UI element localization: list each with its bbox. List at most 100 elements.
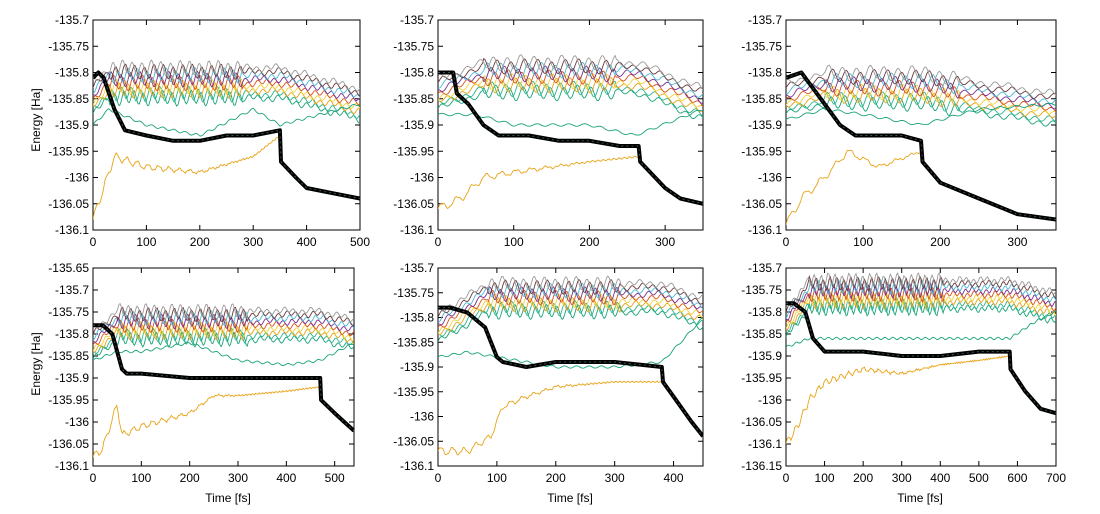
y-tick-label: -135.95 — [741, 144, 782, 158]
y-tick-label: -135.7 — [748, 13, 782, 27]
y-tick-label: -136 — [758, 393, 782, 407]
state-curve — [786, 91, 1056, 122]
y-tick-label: -136 — [758, 171, 782, 185]
plot-area — [438, 54, 703, 210]
state-curve — [786, 272, 1056, 307]
x-tick-label: 100 — [131, 471, 151, 485]
x-tick-label: 100 — [853, 235, 873, 249]
y-tick-label: -135.65 — [48, 261, 89, 275]
state-curve — [93, 74, 360, 106]
x-tick-label: 200 — [180, 471, 200, 485]
y-tick-label: -136.1 — [748, 223, 782, 237]
y-tick-label: -136.05 — [741, 197, 782, 211]
state-curve — [438, 296, 703, 335]
x-tick-label: 500 — [325, 471, 345, 485]
y-tick-label: -136.1 — [748, 437, 782, 451]
y-tick-label: -135.7 — [400, 261, 434, 275]
x-tick-label: 400 — [297, 235, 317, 249]
ground-state-curve — [438, 155, 639, 210]
state-curve — [438, 300, 703, 337]
x-tick-label: 200 — [546, 471, 566, 485]
state-curve — [93, 78, 360, 109]
plot-area — [438, 275, 703, 456]
y-tick-label: -136.15 — [741, 459, 782, 473]
state-curve — [438, 289, 703, 328]
y-tick-label: -135.85 — [741, 92, 782, 106]
y-tick-label: -136 — [65, 171, 89, 185]
state-curve — [93, 303, 354, 330]
x-tick-label: 100 — [487, 471, 507, 485]
chart-panel-2: 0 100 200 300 -136.1 -136.05 -136 -135.95 -135.9… — [393, 13, 704, 249]
active-state-trajectory-highlight — [786, 302, 1056, 414]
state-curve — [438, 77, 703, 112]
x-tick-label: 300 — [892, 471, 912, 485]
y-tick-label: -135.7 — [55, 13, 89, 27]
x-tick-label: 600 — [1007, 471, 1027, 485]
x-tick-label: 200 — [853, 471, 873, 485]
chart-panel-4: 0 100 200 300 400 500 -136.1 -136.05 -136 -135.95… — [48, 261, 355, 485]
state-curve — [93, 320, 354, 351]
lower-state-curve — [786, 310, 1056, 348]
lower-state-curve — [93, 341, 354, 367]
y-tick-label: -135.8 — [400, 311, 434, 325]
y-tick-label: -135.7 — [55, 283, 89, 297]
y-tick-label: -135.8 — [55, 66, 89, 80]
ground-state-curve — [93, 134, 281, 220]
x-tick-label: 500 — [969, 471, 989, 485]
ground-state-curve — [93, 385, 320, 458]
state-curve — [438, 80, 703, 117]
state-curve — [786, 296, 1056, 332]
y-tick-label: -135.8 — [55, 327, 89, 341]
x-tick-label: 500 — [350, 235, 370, 249]
y-axis-label-top: Energy [Ha] — [29, 88, 43, 151]
state-curve — [93, 59, 360, 92]
state-curve — [93, 70, 360, 102]
y-tick-label: -135.85 — [741, 327, 782, 341]
y-tick-label: -135.85 — [393, 92, 434, 106]
active-state-trajectory-highlight — [93, 71, 360, 199]
x-tick-label: 400 — [276, 471, 296, 485]
x-tick-label: 300 — [243, 235, 263, 249]
x-tick-label: 300 — [228, 471, 248, 485]
state-curve — [438, 57, 703, 92]
y-tick-label: -135.9 — [748, 349, 782, 363]
state-curve — [786, 94, 1056, 127]
state-curve — [786, 88, 1056, 118]
x-tick-label: 0 — [783, 471, 790, 485]
chart-panel-3: 0 100 200 300 -136.1 -136.05 -136 -135.95 -135.9… — [741, 13, 1057, 249]
y-tick-label: -136 — [410, 171, 434, 185]
chart-panel-6: 0 100 200 300 400 500 600 700 -136.15 -136.1 -136.… — [741, 261, 1066, 485]
lower-state-curve — [438, 109, 703, 136]
x-tick-label: 0 — [90, 235, 97, 249]
y-tick-label: -135.8 — [748, 66, 782, 80]
state-curve — [438, 65, 703, 104]
x-tick-label: 100 — [136, 235, 156, 249]
active-state-trajectory — [438, 70, 703, 206]
active-state-trajectory — [438, 305, 703, 438]
chart-panel-5: 0 100 200 300 400 -136.1 -136.05 -136 -135.95 -13… — [393, 261, 704, 485]
y-tick-label: -135.75 — [48, 305, 89, 319]
plot-area — [786, 272, 1056, 445]
x-axis-label-right: Time [fs] — [897, 491, 943, 505]
x-tick-label: 0 — [435, 235, 442, 249]
y-tick-label: -135.75 — [741, 283, 782, 297]
plot-frame — [92, 267, 355, 467]
state-curve — [93, 66, 360, 98]
y-tick-label: -135.95 — [393, 144, 434, 158]
plot-frame — [785, 19, 1057, 231]
state-curve — [93, 331, 354, 360]
ground-state-curve — [438, 380, 662, 456]
y-tick-label: -135.9 — [748, 118, 782, 132]
active-state-trajectory — [93, 323, 354, 433]
x-tick-label: 200 — [930, 235, 950, 249]
x-tick-label: 700 — [1046, 471, 1066, 485]
y-tick-label: -135.95 — [48, 393, 89, 407]
x-tick-label: 400 — [930, 471, 950, 485]
y-tick-label: -136 — [410, 410, 434, 424]
y-tick-label: -136.05 — [393, 197, 434, 211]
y-tick-label: -136.05 — [48, 437, 89, 451]
x-tick-label: 400 — [664, 471, 684, 485]
y-tick-label: -136.05 — [48, 197, 89, 211]
plot-frame — [92, 19, 361, 231]
